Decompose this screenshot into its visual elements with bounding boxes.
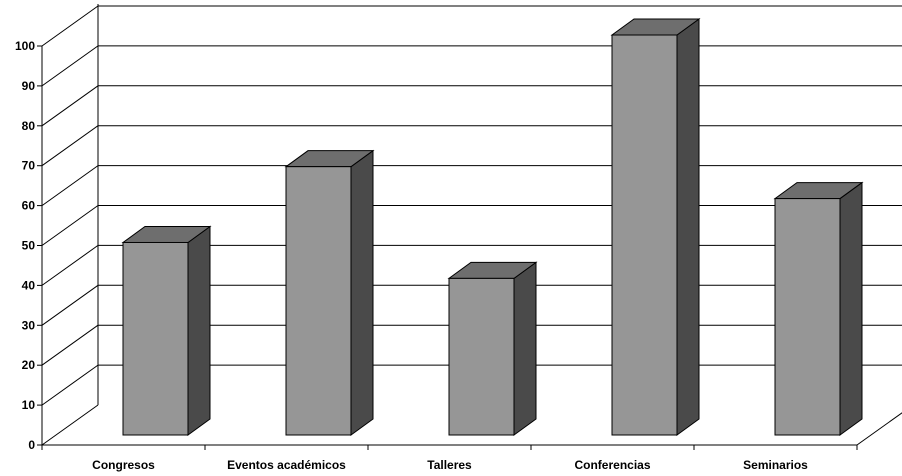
bar-side-face	[350, 149, 374, 436]
bar-side-face	[676, 18, 700, 436]
x-category-label: Eventos académicos	[227, 458, 346, 472]
wall-gridline	[41, 324, 99, 366]
wall-gridline	[41, 85, 99, 127]
y-tick-label: 0	[28, 438, 35, 452]
y-tick-label: 30	[22, 318, 36, 332]
axis-layer	[37, 4, 902, 450]
wall-gridline	[41, 364, 99, 406]
bar-front-face	[774, 198, 841, 436]
x-category-label: Conferencias	[574, 458, 650, 472]
y-tick-label: 10	[22, 398, 36, 412]
y-tick-label: 90	[22, 79, 36, 93]
bar-side-face	[839, 181, 863, 436]
y-tick-label: 40	[22, 278, 36, 292]
x-category-label: Talleres	[427, 458, 472, 472]
y-tick-label: 50	[22, 239, 36, 253]
bar	[447, 261, 538, 436]
bar-front-face	[448, 277, 515, 436]
bar-side-face	[187, 225, 211, 436]
wall-gridline	[41, 205, 99, 246]
wall-gridline	[41, 284, 99, 326]
y-tick-label: 60	[22, 199, 36, 213]
bar-front-face	[122, 241, 189, 436]
bar	[121, 225, 212, 436]
bar-side-face	[513, 261, 537, 436]
wall-gridline	[41, 404, 99, 446]
y-tick-label: 20	[22, 358, 36, 372]
wall-gridline	[41, 125, 99, 167]
y-tick-label: 70	[22, 159, 36, 173]
x-category-label: Congresos	[92, 458, 155, 472]
wall-gridline	[41, 5, 99, 47]
wall-gridline	[41, 45, 99, 87]
x-category-label: Seminarios	[743, 458, 808, 472]
y-tick-label: 80	[22, 119, 36, 133]
bar	[284, 149, 375, 436]
bar-front-face	[285, 166, 352, 436]
bar	[773, 181, 864, 436]
y-tick-label: 100	[15, 39, 35, 53]
y-tick-labels: 0 10 20 30 40 50 60 70 80 90 100	[15, 39, 35, 452]
bar-front-face	[611, 34, 678, 436]
x-category-labels: Congresos Eventos académicos Talleres Confe…	[92, 458, 808, 472]
bar	[610, 18, 701, 436]
floor-right-edge	[856, 412, 902, 446]
wall-gridline	[41, 165, 99, 207]
bar-layer	[121, 18, 864, 436]
wall-gridline	[41, 244, 99, 286]
